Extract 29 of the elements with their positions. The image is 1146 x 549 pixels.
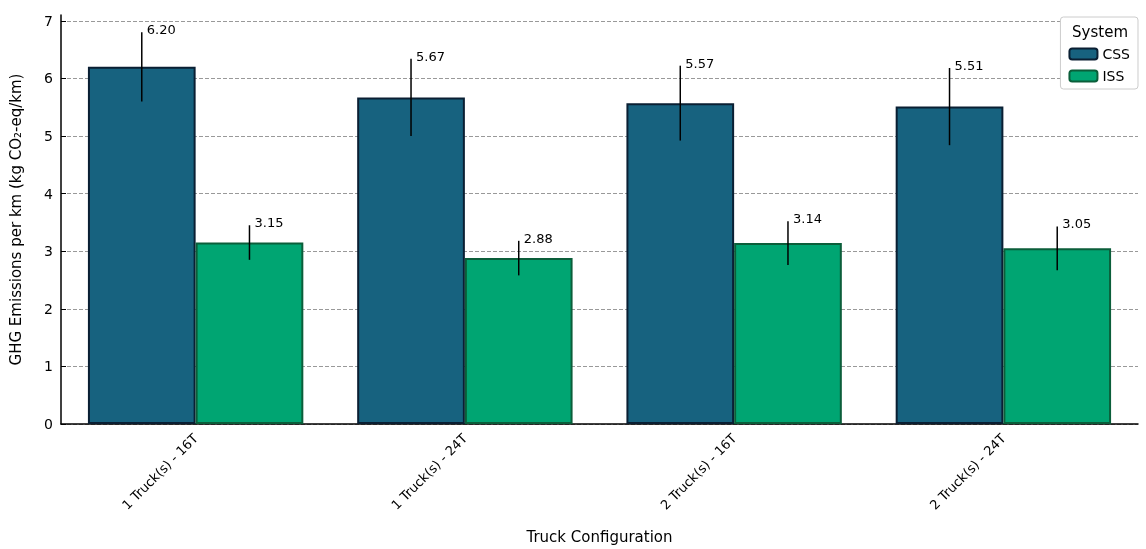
y-tick-label: 6: [44, 70, 54, 87]
y-tick-label: 1: [44, 358, 53, 375]
data-label: 2.88: [523, 230, 553, 246]
bar: [1003, 248, 1112, 424]
data-label: 5.51: [954, 58, 984, 73]
bar: [895, 106, 1004, 424]
legend-label: CSS: [1102, 46, 1131, 62]
y-tick-label: 4: [44, 185, 54, 202]
data-label: 3.14: [792, 211, 822, 227]
data-label: 3.15: [254, 215, 284, 231]
data-label: 3.05: [1062, 216, 1092, 232]
y-tick-label: 0: [44, 416, 53, 432]
x-axis-title: Truck Configuration: [525, 527, 673, 546]
legend-title: System: [1072, 22, 1128, 41]
bar: [195, 242, 304, 424]
y-tick-label: 2: [44, 300, 53, 317]
y-tick-label: 3: [44, 243, 53, 260]
y-tick-label: 5: [44, 127, 53, 144]
bar: [464, 258, 573, 424]
data-label: 5.67: [416, 48, 445, 64]
y-axis-title: GHG Emissions per km (kg CO₂-eq/km): [6, 73, 25, 366]
bar: [357, 97, 465, 424]
legend-label: ISS: [1102, 68, 1125, 84]
y-tick-label: 7: [44, 12, 53, 29]
data-label: 6.20: [146, 22, 176, 38]
bar: [87, 66, 196, 424]
bar: [734, 243, 842, 424]
data-label: 5.57: [685, 55, 715, 71]
bar: [626, 103, 735, 424]
